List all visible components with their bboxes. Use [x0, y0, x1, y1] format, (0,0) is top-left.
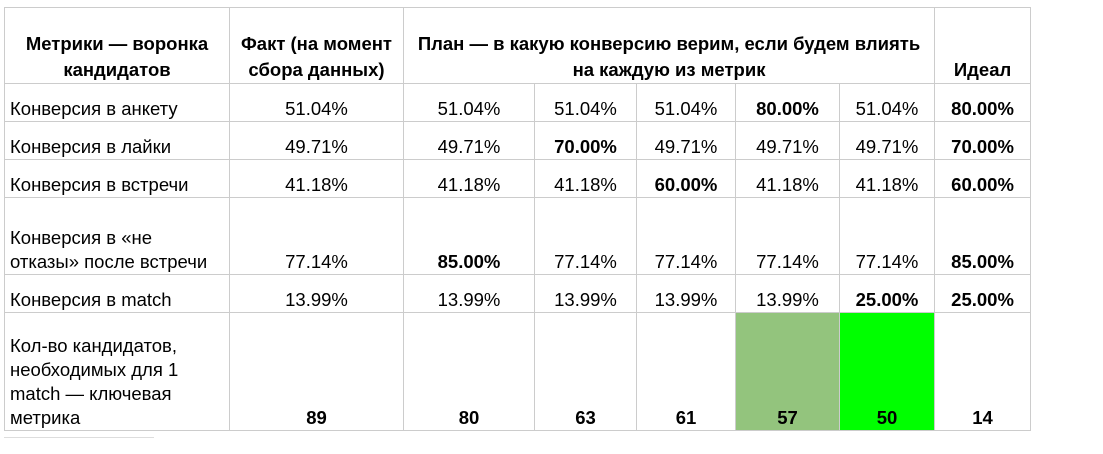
plan-cell[interactable]: 49.71% — [403, 121, 535, 160]
fact-cell[interactable]: 51.04% — [229, 83, 404, 122]
table-row: Конверсия в лайки 49.71% 49.71% 70.00% 4… — [4, 121, 1032, 160]
table-row: Конверсия в match 13.99% 13.99% 13.99% 1… — [4, 274, 1032, 313]
row-label[interactable]: Кол-во кандидатов, необходимых для 1 mat… — [4, 312, 230, 431]
plan-cell[interactable]: 41.18% — [735, 159, 840, 198]
ideal-cell[interactable]: 14 — [934, 312, 1032, 431]
fact-cell[interactable]: 77.14% — [229, 197, 404, 275]
plan-cell[interactable]: 77.14% — [735, 197, 840, 275]
plan-cell[interactable]: 41.18% — [838, 159, 936, 198]
plan-cell[interactable]: 13.99% — [636, 274, 736, 313]
header-row: Метрики — воронка кандидатов Факт (на мо… — [4, 7, 1032, 84]
table-row: Конверсия в встречи 41.18% 41.18% 41.18%… — [4, 159, 1032, 198]
plan-cell[interactable]: 13.99% — [534, 274, 637, 313]
table-row: Конверсия в «не отказы» после встречи 77… — [4, 197, 1032, 275]
funnel-metrics-table: Метрики — воронка кандидатов Факт (на мо… — [4, 7, 1032, 431]
row-label[interactable]: Конверсия в анкету — [4, 83, 230, 122]
header-metric[interactable]: Метрики — воронка кандидатов — [4, 7, 230, 84]
plan-cell[interactable]: 13.99% — [403, 274, 535, 313]
row-label[interactable]: Конверсия в «не отказы» после встречи — [4, 197, 230, 275]
plan-cell[interactable]: 61 — [636, 312, 736, 431]
plan-cell[interactable]: 77.14% — [534, 197, 637, 275]
row-label[interactable]: Конверсия в match — [4, 274, 230, 313]
plan-cell[interactable]: 49.71% — [636, 121, 736, 160]
fact-cell[interactable]: 41.18% — [229, 159, 404, 198]
plan-cell[interactable]: 49.71% — [735, 121, 840, 160]
row-label[interactable]: Конверсия в лайки — [4, 121, 230, 160]
fact-cell[interactable]: 49.71% — [229, 121, 404, 160]
header-ideal[interactable]: Идеал — [934, 7, 1032, 84]
plan-cell[interactable]: 51.04% — [403, 83, 535, 122]
plan-cell[interactable]: 41.18% — [534, 159, 637, 198]
table-row-key-metric: Кол-во кандидатов, необходимых для 1 mat… — [4, 312, 1032, 431]
plan-cell[interactable]: 51.04% — [534, 83, 637, 122]
plan-cell[interactable]: 60.00% — [636, 159, 736, 198]
fact-cell[interactable]: 89 — [229, 312, 404, 431]
plan-cell-highlight-medium[interactable]: 57 — [735, 312, 840, 431]
plan-cell[interactable]: 51.04% — [838, 83, 936, 122]
row-label[interactable]: Конверсия в встречи — [4, 159, 230, 198]
plan-cell[interactable]: 63 — [534, 312, 637, 431]
table-row: Конверсия в анкету 51.04% 51.04% 51.04% … — [4, 83, 1032, 122]
plan-cell[interactable]: 49.71% — [838, 121, 936, 160]
plan-cell[interactable]: 80 — [403, 312, 535, 431]
ideal-cell[interactable]: 80.00% — [934, 83, 1032, 122]
plan-cell[interactable]: 80.00% — [735, 83, 840, 122]
plan-cell[interactable]: 70.00% — [534, 121, 637, 160]
ideal-cell[interactable]: 70.00% — [934, 121, 1032, 160]
ideal-cell[interactable]: 25.00% — [934, 274, 1032, 313]
plan-cell[interactable]: 77.14% — [636, 197, 736, 275]
fact-cell[interactable]: 13.99% — [229, 274, 404, 313]
ideal-cell[interactable]: 85.00% — [934, 197, 1032, 275]
plan-cell[interactable]: 13.99% — [735, 274, 840, 313]
header-fact[interactable]: Факт (на момент сбора данных) — [229, 7, 404, 84]
ideal-cell[interactable]: 60.00% — [934, 159, 1032, 198]
plan-cell[interactable]: 25.00% — [838, 274, 936, 313]
header-plan[interactable]: План — в какую конверсию верим, если буд… — [402, 7, 936, 84]
plan-cell[interactable]: 85.00% — [403, 197, 535, 275]
plan-cell[interactable]: 77.14% — [838, 197, 936, 275]
plan-cell[interactable]: 51.04% — [636, 83, 736, 122]
plan-cell-highlight-bright[interactable]: 50 — [838, 312, 936, 431]
plan-cell[interactable]: 41.18% — [403, 159, 535, 198]
sheet-edge-divider — [4, 437, 154, 438]
